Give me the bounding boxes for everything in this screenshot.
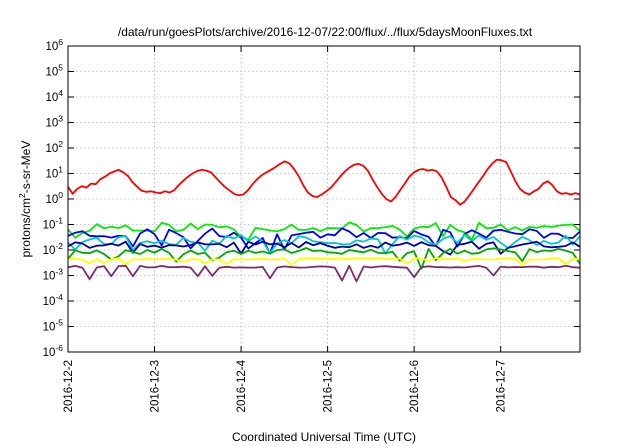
series-line-7: [67, 257, 581, 267]
x-tick-label: 2016-12-5: [323, 360, 335, 412]
chart-title: /data/run/goesPlots/archive/2016-12-07/2…: [118, 25, 533, 39]
y-tick-label: 10-3: [43, 267, 64, 283]
y-tick-label: 101: [45, 165, 63, 181]
x-tick-label: 2016-12-4: [236, 359, 248, 412]
y-tick-label: 10-2: [43, 241, 64, 257]
series-line-6: [67, 247, 581, 270]
y-tick-label: 103: [45, 114, 63, 130]
x-axis-label: Coordinated Universal Time (UTC): [232, 430, 416, 444]
series-line-2: [67, 221, 581, 241]
series-line-3: [67, 227, 581, 255]
series-line-5: [67, 240, 581, 256]
x-axis-ticks: 2016-12-2 2016-12-3 2016-12-4 2016-12-5 2016…: [63, 46, 508, 412]
y-tick-label: 104: [45, 88, 63, 104]
y-axis-label: protons/cm2-s-sr-MeV: [17, 141, 33, 258]
x-tick-label: 2016-12-7: [496, 360, 508, 412]
series-group: [67, 158, 581, 283]
y-tick-label: 105: [45, 63, 63, 79]
series-line-4: [67, 233, 581, 255]
grid-lines: [68, 46, 580, 352]
x-tick-label: 2016-12-3: [150, 360, 162, 412]
y-tick-label: 10-6: [43, 343, 64, 359]
series-line-1: [67, 158, 581, 206]
x-tick-label: 2016-12-6: [409, 360, 421, 412]
x-tick-label: 2016-12-2: [63, 360, 75, 412]
y-axis-ticks: 106 105 104 103 102 101 100 10-1 10-2 10-3 10-4 10-…: [43, 37, 580, 359]
y-tick-label: 106: [45, 37, 63, 53]
y-tick-label: 10-1: [43, 216, 64, 232]
y-tick-label: 10-4: [43, 292, 64, 308]
series-line-8: [67, 264, 581, 283]
y-tick-label: 100: [45, 190, 63, 206]
y-tick-label: 102: [45, 139, 63, 155]
y-tick-label: 10-5: [43, 318, 64, 334]
